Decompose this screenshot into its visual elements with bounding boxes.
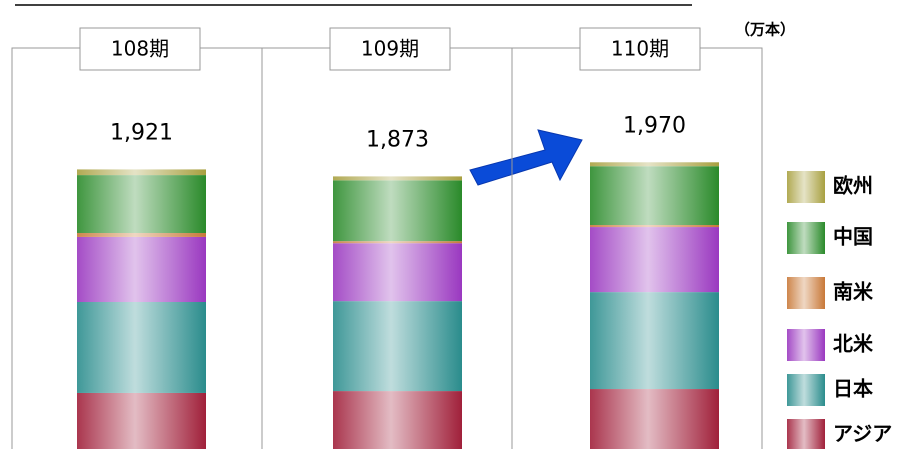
legend-swatch: [787, 222, 825, 254]
legend-label: 南米: [833, 280, 874, 304]
bar-segment: [77, 302, 206, 393]
total-label: 1,873: [366, 127, 429, 152]
bar-segment: [333, 241, 462, 244]
category-label: 110期: [611, 37, 669, 61]
bar-segment: [77, 392, 206, 449]
legend-swatch: [787, 374, 825, 406]
legend-swatch: [787, 329, 825, 361]
bar-segment: [590, 162, 719, 167]
unit-label: （万本）: [735, 21, 795, 39]
bar-segment: [590, 292, 719, 390]
category-box: [579, 27, 701, 71]
bar-segment: [333, 176, 462, 181]
legend-label: アジア: [833, 422, 892, 446]
category-label: 109期: [361, 37, 419, 61]
bar-segment: [333, 243, 462, 302]
legend-label: 欧州: [833, 174, 873, 198]
total-label: 1,921: [110, 120, 173, 145]
bar-segment: [590, 389, 719, 449]
legend-label: 日本: [833, 377, 873, 401]
bar-segment: [77, 169, 206, 176]
legend-swatch: [787, 419, 825, 449]
legend-swatch: [787, 277, 825, 309]
total-label: 1,970: [623, 113, 686, 138]
legend-label: 北米: [833, 332, 874, 356]
bar-segment: [590, 227, 719, 293]
category-box: [79, 27, 201, 71]
bar-segment: [590, 225, 719, 228]
legend-label: 中国: [833, 225, 873, 249]
bar-segment: [333, 301, 462, 392]
bar-segment: [590, 166, 719, 226]
bar-segment: [333, 391, 462, 449]
legend-swatch: [787, 171, 825, 203]
bar-segment: [77, 236, 206, 303]
growth-arrow: [469, 129, 583, 186]
category-label: 108期: [111, 37, 169, 61]
bar-segment: [77, 233, 206, 237]
bar-segment: [77, 175, 206, 234]
bar-segment: [333, 180, 462, 242]
category-box: [329, 27, 451, 71]
